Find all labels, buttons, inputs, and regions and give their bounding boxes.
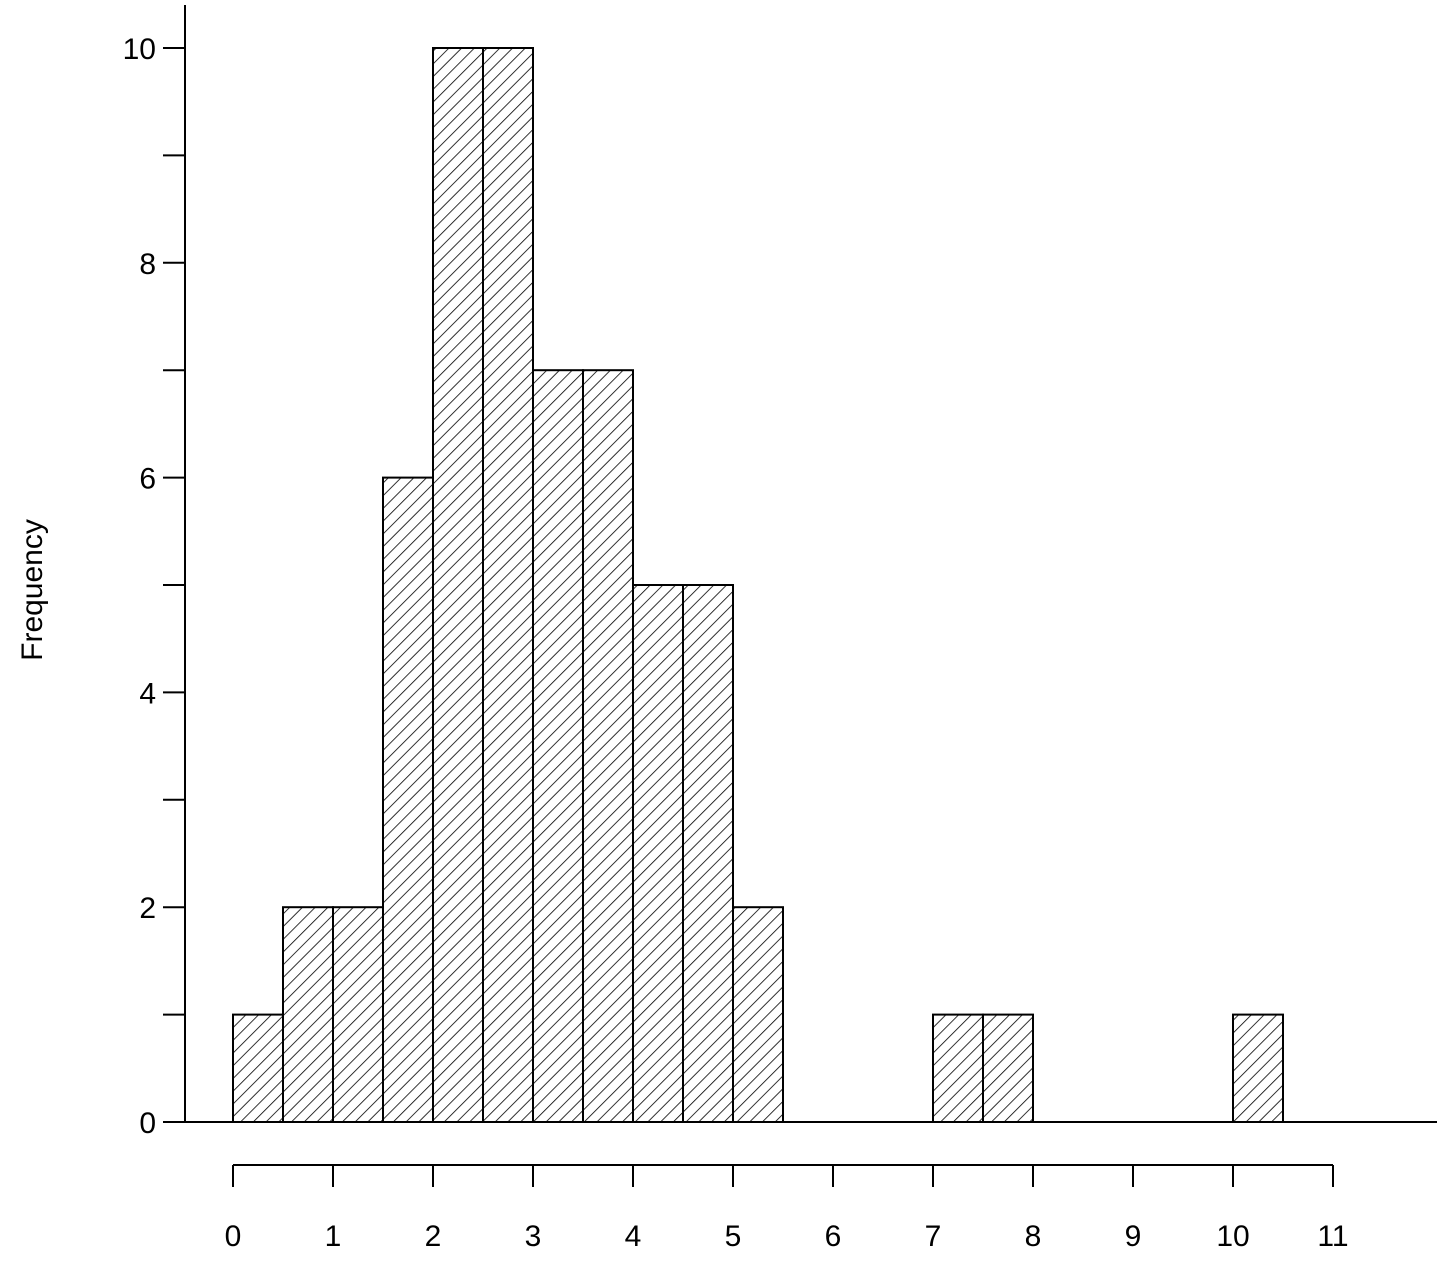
- histogram-bar: [582, 369, 634, 1123]
- x-tick-label: 2: [425, 1220, 442, 1253]
- histogram-bar: [632, 584, 684, 1123]
- x-tick-label: 3: [525, 1220, 542, 1253]
- histogram-bar: [432, 47, 484, 1123]
- y-tick-label: 4: [139, 677, 156, 710]
- x-tick-label: 11: [1317, 1220, 1348, 1253]
- x-axis: 0 1 2 3 4 5 6 7 8 9 10 11: [225, 1164, 1349, 1253]
- histogram-bar: [282, 906, 334, 1124]
- histogram-bar: [732, 906, 784, 1124]
- y-tick-label: 0: [139, 1107, 156, 1140]
- y-tick-label: 6: [139, 463, 156, 496]
- histogram-bar: [682, 584, 734, 1123]
- x-tick-label: 7: [925, 1220, 942, 1253]
- x-tick-label: 6: [825, 1220, 842, 1253]
- histogram-bar: [932, 1013, 984, 1123]
- histogram-bar: [332, 906, 384, 1124]
- histogram-bar: [382, 476, 434, 1124]
- x-tick-label: 0: [225, 1220, 242, 1253]
- x-tick-label: 10: [1216, 1220, 1249, 1253]
- histogram-bar: [532, 369, 584, 1123]
- bars-layer: [232, 47, 1284, 1124]
- y-tick-label: 2: [139, 892, 156, 925]
- x-tick-label: 4: [625, 1220, 642, 1253]
- x-tick-label: 5: [725, 1220, 742, 1253]
- y-tick-label: 8: [139, 248, 156, 281]
- y-axis-title: Frequency: [16, 519, 49, 661]
- histogram-bar: [232, 1013, 284, 1123]
- x-tick-label: 1: [325, 1220, 342, 1253]
- histogram-bar: [982, 1013, 1034, 1123]
- y-tick-label: 10: [123, 33, 156, 66]
- y-axis: 0 2 4 6 8 10: [123, 5, 1437, 1140]
- histogram-bar: [1232, 1013, 1284, 1123]
- x-tick-label: 8: [1025, 1220, 1042, 1253]
- histogram-bar: [482, 47, 534, 1123]
- x-tick-label: 9: [1125, 1220, 1142, 1253]
